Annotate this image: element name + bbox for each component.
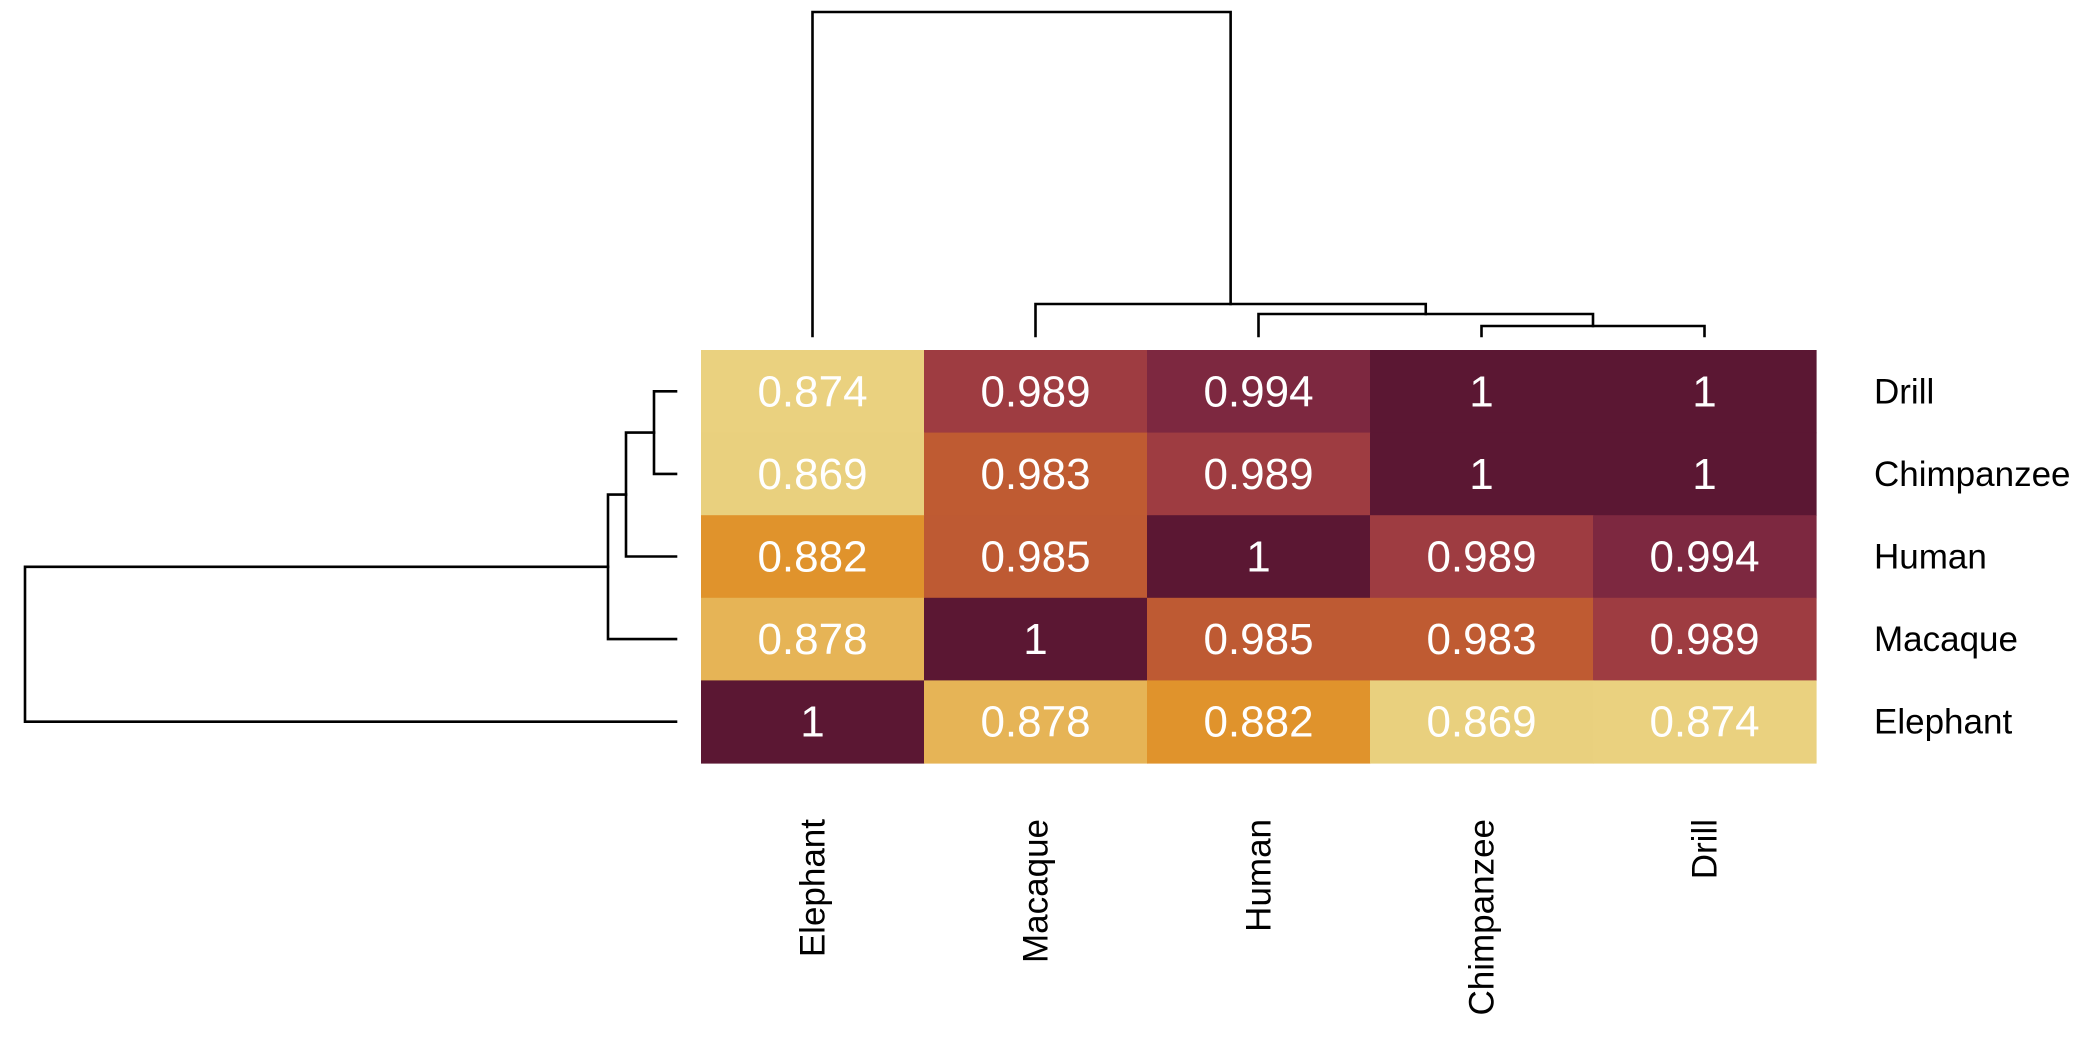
- cell-value-label: 0.989: [1203, 450, 1313, 499]
- heatmap-cell-human-drill: [1593, 515, 1817, 599]
- cell-value-label: 1: [1246, 533, 1270, 582]
- dendrogram-branch-elephant-root: [23, 565, 678, 723]
- row-label-human: Human: [1874, 538, 1987, 577]
- heatmap-cell-macaque-macaque: [924, 597, 1148, 681]
- cell-value-label: 0.869: [1426, 698, 1536, 747]
- heatmap-cell-drill-macaque: [924, 350, 1148, 434]
- cell-value-label: 1: [800, 698, 824, 747]
- heatmap-cell-elephant-drill: [1593, 680, 1817, 764]
- row-label-chimpanzee: Chimpanzee: [1874, 455, 2071, 494]
- heatmap-cell-chimpanzee-elephant: [701, 432, 925, 516]
- dendrogram-branch-human: [624, 431, 678, 558]
- heatmap-cell-chimpanzee-chimpanzee: [1370, 432, 1594, 516]
- cell-value-label: 0.878: [757, 615, 867, 664]
- column-label-elephant: Elephant: [794, 819, 833, 957]
- heatmap-cell-drill-chimpanzee: [1370, 350, 1594, 434]
- heatmap-cell-chimpanzee-drill: [1593, 432, 1817, 516]
- cell-value-label: 0.878: [980, 698, 1090, 747]
- column-label-drill: Drill: [1686, 819, 1725, 879]
- dendrogram-branch-macaque: [1034, 302, 1428, 338]
- cell-value-label: 0.989: [1649, 615, 1759, 664]
- cell-value-label: 0.882: [757, 533, 867, 582]
- dendrogram-branch-macaque: [606, 493, 678, 641]
- heatmap-cell-elephant-elephant: [701, 680, 925, 764]
- heatmap-cell-drill-human: [1147, 350, 1371, 434]
- heatmap-cell-macaque-drill: [1593, 597, 1817, 681]
- heatmap-cells: 0.874 0.989 0.994 1 1 0.869 0.983 0.989 1 1 0.882 0…: [701, 350, 1817, 764]
- cell-value-label: 0.874: [1649, 698, 1759, 747]
- cell-value-label: 0.874: [757, 367, 867, 416]
- cell-value-label: 0.983: [980, 450, 1090, 499]
- heatmap-cell-elephant-chimpanzee: [1370, 680, 1594, 764]
- row-dendrogram: [23, 390, 678, 723]
- dendrogram-branch-elephant-root: [811, 10, 1232, 338]
- dendrogram-branch-chimpanzee-drill: [1480, 324, 1706, 338]
- heatmap-cell-macaque-human: [1147, 597, 1371, 681]
- column-label-chimpanzee: Chimpanzee: [1463, 819, 1502, 1016]
- cell-value-label: 0.989: [980, 367, 1090, 416]
- heatmap-cell-drill-elephant: [701, 350, 925, 434]
- cell-value-label: 0.882: [1203, 698, 1313, 747]
- row-label-elephant: Elephant: [1874, 703, 2012, 742]
- cell-value-label: 0.985: [1203, 615, 1313, 664]
- row-label-macaque: Macaque: [1874, 620, 2018, 659]
- cell-value-label: 0.989: [1426, 533, 1536, 582]
- heatmap-cell-macaque-elephant: [701, 597, 925, 681]
- row-label-drill: Drill: [1874, 372, 1934, 411]
- cell-value-label: 1: [1692, 367, 1716, 416]
- heatmap-cell-human-elephant: [701, 515, 925, 599]
- column-labels: Elephant Macaque Human Chimpanzee Drill: [794, 819, 1725, 1016]
- column-label-macaque: Macaque: [1017, 819, 1056, 963]
- cell-value-label: 1: [1023, 615, 1047, 664]
- cell-value-label: 1: [1692, 450, 1716, 499]
- heatmap-cell-human-macaque: [924, 515, 1148, 599]
- heatmap-cell-macaque-chimpanzee: [1370, 597, 1594, 681]
- cell-value-label: 0.869: [757, 450, 867, 499]
- heatmap-cell-elephant-human: [1147, 680, 1371, 764]
- heatmap-cell-drill-drill: [1593, 350, 1817, 434]
- row-labels: Drill Chimpanzee Human Macaque Elephant: [1874, 372, 2071, 741]
- heatmap-cell-chimpanzee-macaque: [924, 432, 1148, 516]
- column-dendrogram: [811, 10, 1706, 338]
- heatmap-cell-elephant-macaque: [924, 680, 1148, 764]
- heatmap-cell-human-chimpanzee: [1370, 515, 1594, 599]
- cell-value-label: 1: [1469, 367, 1493, 416]
- heatmap-cell-chimpanzee-human: [1147, 432, 1371, 516]
- cell-value-label: 0.985: [980, 533, 1090, 582]
- dendrogram-branch-drill-chimpanzee: [652, 390, 678, 476]
- cell-value-label: 1: [1469, 450, 1493, 499]
- cell-value-label: 0.994: [1203, 367, 1313, 416]
- cell-value-label: 0.994: [1649, 533, 1759, 582]
- cell-value-label: 0.983: [1426, 615, 1536, 664]
- column-label-human: Human: [1240, 819, 1279, 932]
- heatmap-cell-human-human: [1147, 515, 1371, 599]
